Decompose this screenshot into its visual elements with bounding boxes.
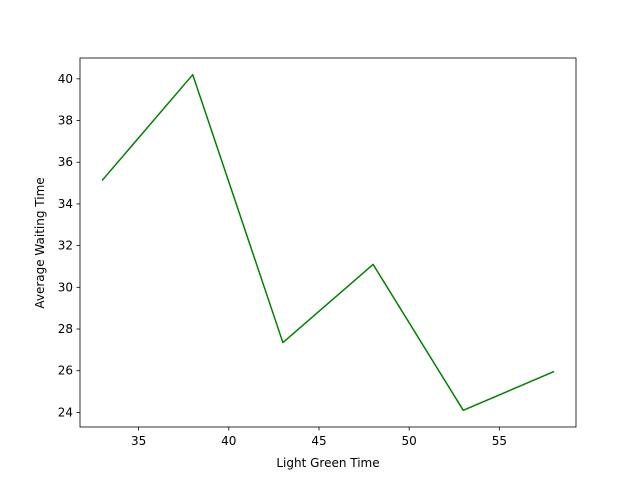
y-tick-label: 32: [58, 239, 73, 253]
plot-area: 35 40 45 50 55 24 26 28 30 32 34 36 38 40: [58, 57, 577, 448]
x-tick-label: 45: [311, 434, 326, 448]
y-tick-label: 24: [58, 405, 73, 419]
x-tick-label: 55: [492, 434, 507, 448]
series-line-0: [101, 73, 555, 412]
y-axis-label: Average Waiting Time: [33, 177, 47, 308]
y-tick-label: 38: [58, 114, 73, 128]
plot-frame: [79, 57, 577, 428]
y-tick-label: 36: [58, 155, 73, 169]
y-tick-label: 40: [58, 72, 73, 86]
y-tick-label: 34: [58, 197, 73, 211]
y-tick-label: 28: [58, 322, 73, 336]
x-axis-label: Light Green Time: [276, 456, 379, 470]
y-tick-label: 30: [58, 280, 73, 294]
x-tick-label: 50: [402, 434, 417, 448]
x-tick-label: 35: [131, 434, 146, 448]
y-tick-label: 26: [58, 364, 73, 378]
x-tick-label: 40: [221, 434, 236, 448]
